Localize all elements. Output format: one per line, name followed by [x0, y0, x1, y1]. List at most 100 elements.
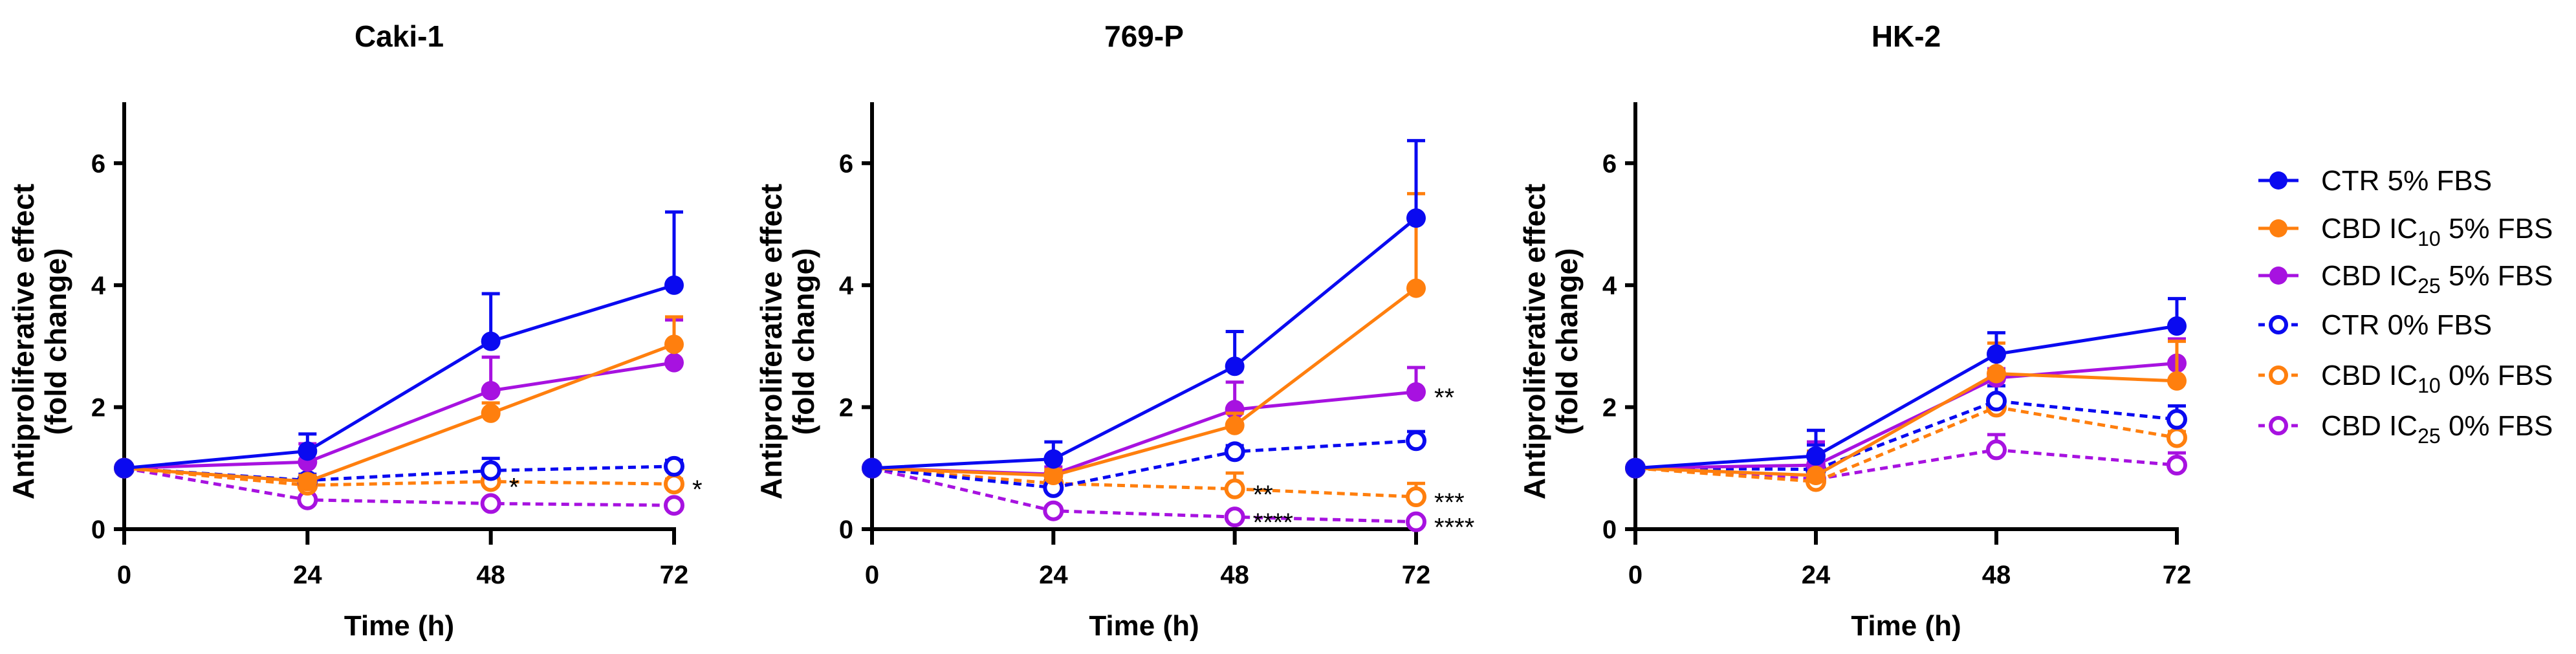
legend-marker [2269, 315, 2288, 334]
data-point [1406, 430, 1426, 452]
data-point [298, 472, 318, 492]
significance-annotation: ** [1434, 384, 1454, 412]
data-point [1986, 439, 2007, 461]
data-point [1043, 500, 1064, 521]
data-point [1043, 449, 1064, 469]
data-point [664, 495, 684, 516]
legend-label-text: CBD IC [2321, 213, 2418, 245]
significance-annotation: * [692, 475, 703, 504]
x-tick-label: 72 [660, 561, 689, 589]
y-axis-label-line2: (fold change) [1550, 248, 1584, 435]
data-point [1406, 382, 1426, 402]
data-point [1225, 356, 1245, 376]
data-point [1987, 344, 2006, 364]
legend-label-text: CTR 0% FBS [2321, 309, 2492, 341]
legend-marker [2269, 416, 2288, 435]
y-tick-label: 4 [91, 272, 106, 300]
y-tick-label: 4 [1602, 272, 1617, 300]
data-point [2167, 427, 2187, 448]
y-tick-label: 0 [1602, 516, 1617, 544]
legend-label: CBD IC25 0% FBS [2321, 410, 2553, 448]
data-point [481, 403, 501, 423]
data-point [1043, 466, 1064, 486]
series-5 [114, 457, 684, 516]
x-tick-label: 24 [293, 561, 322, 589]
data-point [1225, 415, 1245, 435]
legend-label: CTR 0% FBS [2321, 309, 2492, 341]
y-tick-label: 0 [839, 516, 853, 544]
series-0 [115, 210, 684, 478]
legend-label: CBD IC10 5% FBS [2321, 213, 2553, 250]
data-point [115, 458, 134, 478]
x-tick-label: 48 [1220, 561, 1249, 589]
data-point [2167, 409, 2187, 430]
series-line [1635, 324, 2178, 470]
series-line [1635, 362, 2178, 470]
data-point [862, 458, 882, 478]
y-tick-label: 2 [839, 393, 853, 422]
series-0 [1626, 297, 2187, 478]
series-line [124, 466, 675, 507]
data-point [1406, 278, 1426, 298]
legend: CTR 5% FBS CBD IC10 5% FBS CBD IC25 5% FBS… [2258, 165, 2553, 448]
data-point [2167, 455, 2187, 475]
x-tick-label: 0 [1628, 561, 1643, 589]
data-point [1626, 458, 1645, 478]
legend-label-text: CBD IC [2321, 410, 2418, 442]
legend-item: CBD IC10 0% FBS [2258, 360, 2553, 397]
significance-annotation: **** [1253, 508, 1293, 537]
series-line [871, 217, 1417, 470]
data-point [1406, 486, 1426, 508]
series-line [871, 466, 1417, 524]
legend-item: CBD IC25 0% FBS [2258, 410, 2553, 448]
data-point [1987, 364, 2006, 384]
legend-label-subscript: 25 [2418, 274, 2441, 298]
data-point [2167, 371, 2187, 391]
series-0 [862, 138, 1426, 478]
y-tick-label: 6 [839, 149, 853, 178]
legend-marker [2269, 365, 2288, 385]
series-2 [1626, 337, 2187, 478]
y-axis-label-line1: Antiproliferative effect [6, 184, 40, 499]
data-point [480, 493, 501, 514]
data-point [664, 275, 684, 295]
x-tick-label: 72 [2163, 561, 2192, 589]
data-point [1224, 507, 1245, 528]
data-point [1224, 478, 1245, 499]
y-tick-label: 0 [91, 516, 105, 544]
legend-item: CTR 5% FBS [2258, 165, 2492, 197]
legend-label-subscript: 10 [2418, 374, 2441, 397]
series-5 [1625, 433, 2187, 490]
data-point [664, 455, 684, 477]
legend-label-suffix: 0% FBS [2441, 360, 2553, 391]
significance-annotation: * [509, 473, 519, 501]
x-tick-label: 0 [117, 561, 131, 589]
data-point [480, 460, 501, 481]
legend-marker [2269, 219, 2287, 237]
significance-annotation: *** [1434, 488, 1465, 517]
y-tick-label: 2 [1602, 393, 1617, 422]
y-axis-label-line1: Antiproliferative effect [754, 184, 788, 499]
data-point [298, 441, 318, 461]
data-point [1406, 511, 1426, 532]
legend-label: CBD IC25 5% FBS [2321, 260, 2553, 298]
series-line [1635, 448, 2178, 481]
data-point [664, 353, 684, 373]
series-line [1635, 399, 2178, 472]
legend-label: CTR 5% FBS [2321, 165, 2492, 197]
series-line [871, 287, 1417, 477]
legend-marker [2269, 171, 2287, 190]
chart-title: Caki-1 [355, 19, 444, 53]
legend-label-subscript: 10 [2418, 227, 2441, 250]
x-tick-label: 0 [865, 561, 879, 589]
legend-item: CBD IC25 5% FBS [2258, 260, 2553, 298]
legend-label-text: CBD IC [2321, 360, 2418, 391]
data-point [1806, 466, 1826, 486]
data-point [1806, 446, 1826, 466]
legend-label-text: CBD IC [2321, 260, 2418, 292]
significance-annotation: **** [1434, 514, 1474, 542]
legend-label: CBD IC10 0% FBS [2321, 360, 2553, 397]
x-axis-label: Time (h) [1089, 610, 1199, 642]
